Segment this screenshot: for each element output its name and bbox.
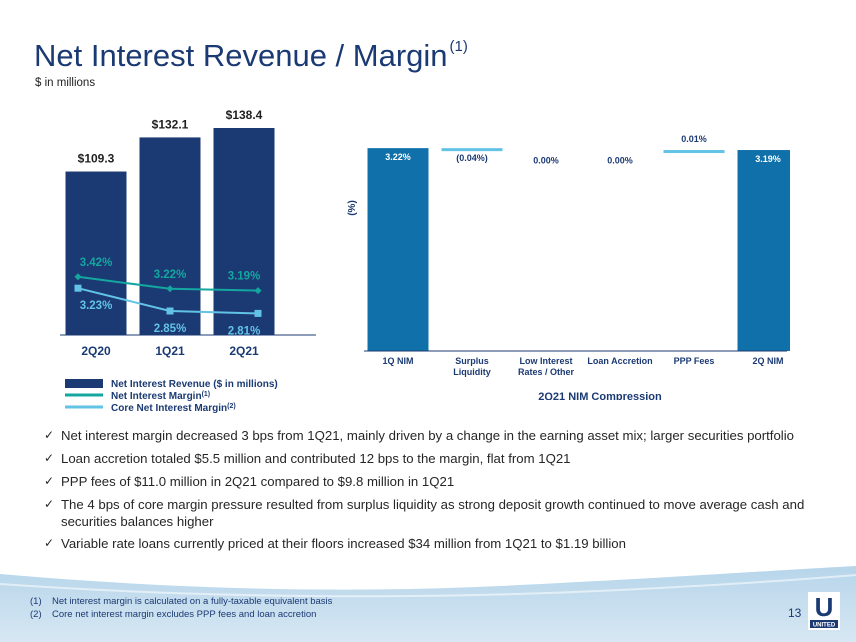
check-icon: ✓ <box>44 473 55 488</box>
waterfall-bar <box>367 148 429 351</box>
legend-label-revenue: Net Interest Revenue ($ in millions) <box>111 379 278 390</box>
core-nim-point <box>74 284 82 292</box>
x-tick-label: 2Q21 <box>229 344 259 358</box>
waterfall-value-label: 3.19% <box>755 154 781 164</box>
waterfall-bar <box>441 148 503 152</box>
y-axis-label: (%) <box>347 200 358 216</box>
waterfall-bar <box>737 150 790 351</box>
nim-value-label: 3.22% <box>154 269 187 281</box>
x-axis-title: 2Q21 NIM Compression <box>538 391 662 400</box>
page-number: 13 <box>788 606 802 620</box>
bullet-item: ✓ Net interest margin decreased 3 bps fro… <box>44 428 795 443</box>
x-tick-label: 1Q NIM <box>382 356 413 366</box>
nim-compression-waterfall-chart: (%) 3.22% 1Q NIM (0.04%) Surplus Liquidity 0.… <box>347 134 790 400</box>
nim-point <box>166 285 174 293</box>
units-subtitle: $ in millions <box>35 77 96 89</box>
bullet-item: ✓ PPP fees of $11.0 million in 2Q21 compa… <box>44 473 455 489</box>
check-icon: ✓ <box>44 496 55 511</box>
revenue-value-label: $138.4 <box>226 108 263 122</box>
bullet-list: ✓ Net interest margin decreased 3 bps fro… <box>44 428 814 559</box>
x-tick-label: Loan Accretion <box>587 356 652 366</box>
svg-text:UNITED: UNITED <box>813 623 836 629</box>
core-nim-value-label: 2.81% <box>228 325 261 337</box>
x-tick-label: PPP Fees <box>674 356 715 366</box>
revenue-value-label: $132.1 <box>152 117 189 131</box>
core-nim-value-label: 3.23% <box>80 300 113 312</box>
waterfall-value-label: 0.00% <box>533 156 559 166</box>
page-title: Net Interest Revenue / Margin (1) <box>34 37 468 73</box>
revenue-bar <box>139 137 201 335</box>
waterfall-value-label: 0.00% <box>607 156 633 166</box>
revenue-value-label: $109.3 <box>78 152 115 166</box>
footnote: (2) Core net interest margin excludes PPP… <box>30 608 317 620</box>
waterfall-value-label: 0.01% <box>681 134 707 144</box>
check-icon: ✓ <box>44 536 55 551</box>
net-interest-revenue-chart: $109.3 2Q20 $132.1 1Q21 $138.4 2Q21 3.42% 3.22%… <box>60 108 316 414</box>
title-footnote-ref: (1) <box>449 37 468 55</box>
footnote: (1) Net interest margin is calculated on … <box>30 596 333 607</box>
x-tick-label: 2Q20 <box>81 344 111 358</box>
x-tick-label: Surplus Liquidity <box>453 356 491 377</box>
waterfall-value-label: (0.04%) <box>456 153 488 163</box>
nim-value-label: 3.42% <box>80 257 113 269</box>
bullet-item: ✓ Variable rate loans currently priced at… <box>44 536 626 552</box>
x-tick-label: Low Interest Rates / Other <box>518 356 575 377</box>
svg-text:U: U <box>815 592 834 622</box>
check-icon: ✓ <box>44 450 55 465</box>
core-nim-value-label: 2.85% <box>154 323 187 335</box>
core-nim-point <box>166 307 174 315</box>
footer-wave <box>0 566 856 642</box>
x-tick-label: 1Q21 <box>155 344 185 358</box>
waterfall-value-label: 3.22% <box>385 152 411 162</box>
united-logo: U UNITED <box>808 592 840 630</box>
bullet-item: ✓ The 4 bps of core margin pressure resul… <box>44 496 805 529</box>
revenue-bar <box>65 171 127 335</box>
legend-label-core: Core Net Interest Margin(2) <box>111 403 236 414</box>
legend-swatch-revenue <box>65 379 103 388</box>
core-nim-point <box>254 309 262 317</box>
check-icon: ✓ <box>44 428 55 442</box>
waterfall-bar <box>663 150 725 154</box>
nim-point <box>254 287 262 295</box>
bullet-item: ✓ Loan accretion totaled $5.5 million and… <box>44 450 571 466</box>
revenue-bar <box>213 128 275 335</box>
legend-label-nim: Net Interest Margin(1) <box>111 391 210 402</box>
nim-value-label: 3.19% <box>228 271 261 283</box>
x-tick-label: 2Q NIM <box>752 356 783 366</box>
footnotes: (1) Net interest margin is calculated on … <box>30 596 332 621</box>
nim-point <box>74 273 82 281</box>
